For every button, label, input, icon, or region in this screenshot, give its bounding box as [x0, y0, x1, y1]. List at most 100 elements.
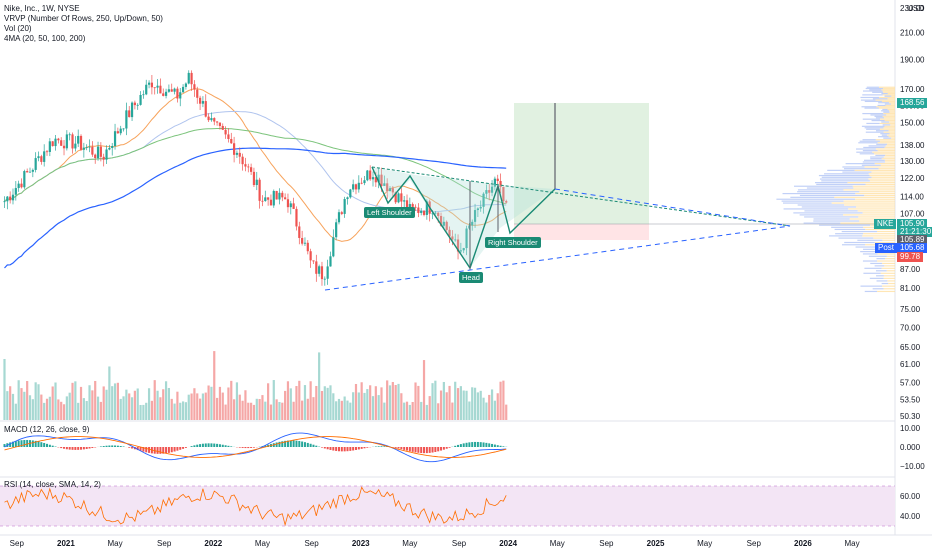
- candle-body: [74, 143, 77, 149]
- macd-histogram-bar: [37, 441, 40, 447]
- macd-histogram-bar: [176, 447, 179, 451]
- volume-bar: [428, 396, 431, 420]
- candle-body: [26, 171, 29, 173]
- macd-histogram-bar: [247, 447, 250, 449]
- macd-histogram-bar: [165, 447, 168, 454]
- volume-bar: [473, 387, 477, 420]
- vp-up-bar: [862, 94, 883, 96]
- volume-bar: [147, 388, 151, 420]
- candle-body: [465, 228, 468, 249]
- vp-up-bar: [870, 158, 882, 160]
- volume-bar: [349, 402, 352, 420]
- volume-bar: [400, 393, 403, 420]
- volume-bar: [439, 390, 443, 420]
- candle-body: [479, 206, 482, 209]
- candle-body: [181, 86, 185, 93]
- ma-label[interactable]: 4MA (20, 50, 100, 200): [4, 34, 86, 43]
- volume-bar: [371, 396, 375, 420]
- macd-histogram-bar: [105, 445, 108, 447]
- macd-histogram-bar: [31, 440, 34, 447]
- price-axis[interactable]: 230.00210.00190.00170.00160.00150.00138.…: [900, 4, 925, 421]
- vp-up-bar: [881, 92, 888, 95]
- vp-up-bar: [790, 196, 835, 198]
- countdown-badge: 21:21:30: [897, 227, 932, 237]
- profit-zone: [514, 103, 649, 224]
- volume-bar: [51, 386, 54, 420]
- symbol-title[interactable]: Nike, Inc., 1W, NYSE: [4, 4, 80, 13]
- macd-histogram-bar: [420, 447, 423, 454]
- left-shoulder-label[interactable]: Left Shoulder: [364, 207, 415, 218]
- vp-up-bar: [843, 168, 879, 170]
- rsi-pane[interactable]: 60.00 40.00: [4, 486, 921, 527]
- vp-up-bar: [877, 104, 886, 107]
- volume-bar: [213, 351, 216, 420]
- vp-down-bar: [883, 288, 895, 290]
- volume-bar: [252, 404, 256, 420]
- macd-histogram-bar: [400, 447, 403, 450]
- macd-histogram-bar: [111, 445, 114, 447]
- macd-histogram-bar: [502, 446, 505, 447]
- volume-bar: [408, 404, 411, 420]
- macd-histogram-bar: [485, 442, 488, 447]
- vp-up-bar: [861, 106, 877, 108]
- vp-down-bar: [855, 198, 895, 200]
- volume-bar: [198, 398, 202, 420]
- volume-bar: [153, 380, 156, 420]
- candle-body: [235, 152, 239, 155]
- vrvp-label[interactable]: VRVP (Number Of Rows, 250, Up/Down, 50): [4, 14, 163, 23]
- candle-body: [454, 239, 457, 241]
- volume-bar: [275, 399, 278, 420]
- volume-bar: [28, 395, 32, 420]
- volume-bar: [360, 382, 363, 420]
- candle-body: [431, 213, 434, 215]
- candle-body: [230, 138, 233, 144]
- macd-label[interactable]: MACD (12, 26, close, 9): [4, 425, 90, 434]
- vp-down-bar: [889, 133, 895, 135]
- macd-histogram-bar: [281, 441, 284, 447]
- candle-body: [45, 151, 49, 153]
- candle-body: [337, 212, 341, 223]
- volume-profile: [776, 86, 895, 293]
- candle-body: [122, 128, 125, 130]
- volume-bar: [74, 381, 77, 420]
- vp-down-bar: [873, 237, 895, 239]
- volume-bar: [337, 398, 341, 420]
- time-axis[interactable]: Sep 2021 May Sep 2022 May Sep 2023 May Sep 2024 May…: [10, 539, 860, 548]
- macd-histogram-bar: [343, 447, 346, 452]
- macd-histogram-bar: [40, 442, 43, 447]
- macd-histogram-bar: [459, 444, 462, 447]
- volume-bar: [405, 401, 409, 420]
- vol-label[interactable]: Vol (20): [4, 24, 32, 33]
- vp-down-bar: [890, 124, 895, 126]
- vp-up-bar: [864, 159, 885, 161]
- volume-bar: [346, 400, 349, 420]
- rsi-label[interactable]: RSI (14, close, SMA, 14, 2): [4, 480, 101, 489]
- vp-down-bar: [876, 106, 895, 108]
- vp-up-bar: [876, 280, 888, 282]
- macd-histogram-bar: [17, 440, 20, 447]
- candle-body: [79, 135, 83, 150]
- macd-histogram-bar: [63, 447, 66, 449]
- candle-body: [485, 190, 488, 194]
- candle-body: [62, 145, 66, 149]
- vp-up-bar: [860, 285, 883, 287]
- vp-down-bar: [881, 158, 895, 160]
- macd-histogram-bar: [82, 447, 85, 450]
- macd-histogram-bar: [9, 442, 12, 447]
- candle-body: [374, 177, 377, 183]
- volume-bar: [238, 394, 241, 420]
- vp-down-bar: [883, 131, 895, 133]
- vp-down-bar: [881, 89, 895, 91]
- volume-bar: [269, 404, 273, 420]
- macd-pane[interactable]: 10.00 0.000 −10.00: [3, 424, 925, 471]
- volume-bar: [420, 401, 423, 420]
- right-shoulder-label[interactable]: Right Shoulder: [485, 237, 541, 248]
- vp-down-bar: [864, 166, 895, 168]
- vp-up-bar: [804, 216, 859, 218]
- candle-body: [116, 131, 119, 134]
- candle-body: [156, 85, 159, 88]
- head-shoulders-pattern[interactable]: [324, 103, 791, 291]
- volume-bar: [267, 383, 270, 420]
- head-label[interactable]: Head: [459, 272, 483, 283]
